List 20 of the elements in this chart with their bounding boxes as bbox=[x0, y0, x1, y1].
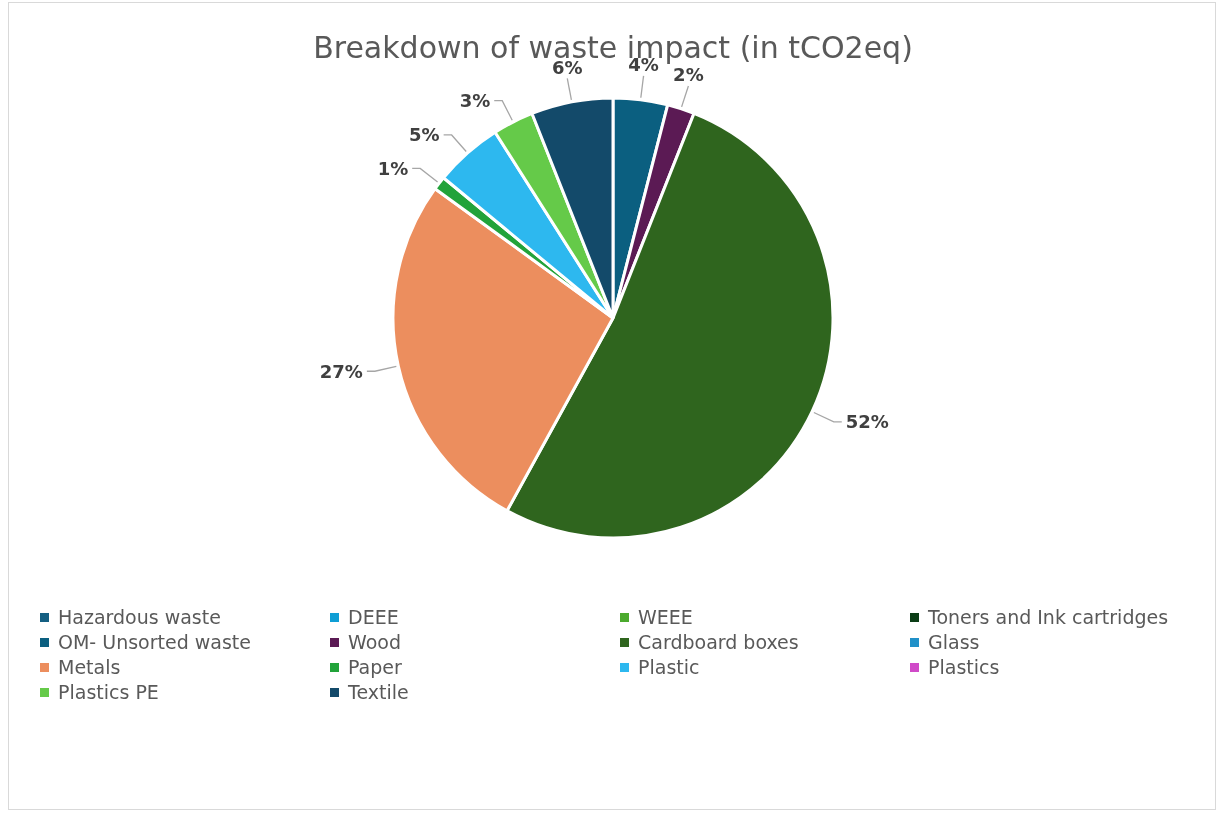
data-label: 1% bbox=[377, 157, 409, 179]
data-label: 52% bbox=[845, 411, 889, 433]
legend-label: OM- Unsorted waste bbox=[58, 631, 251, 653]
legend-label: DEEE bbox=[348, 606, 399, 628]
legend-label: Metals bbox=[58, 656, 121, 678]
legend-label: Textile bbox=[348, 681, 409, 703]
data-label: 2% bbox=[673, 64, 704, 86]
legend-label: Hazardous waste bbox=[58, 606, 221, 628]
legend-label: Cardboard boxes bbox=[638, 631, 799, 653]
legend-label: WEEE bbox=[638, 606, 693, 628]
legend-label: Wood bbox=[348, 631, 401, 653]
legend-label: Toners and Ink cartridges bbox=[928, 606, 1169, 628]
legend-label: Glass bbox=[928, 631, 980, 653]
data-label: 5% bbox=[409, 124, 440, 146]
legend-label: Plastics bbox=[928, 656, 1000, 678]
legend-label: Plastics PE bbox=[58, 681, 159, 703]
data-label: 27% bbox=[319, 360, 363, 382]
legend-label: Paper bbox=[348, 656, 402, 678]
data-label: 3% bbox=[459, 90, 491, 112]
legend-label: Plastic bbox=[638, 656, 700, 678]
